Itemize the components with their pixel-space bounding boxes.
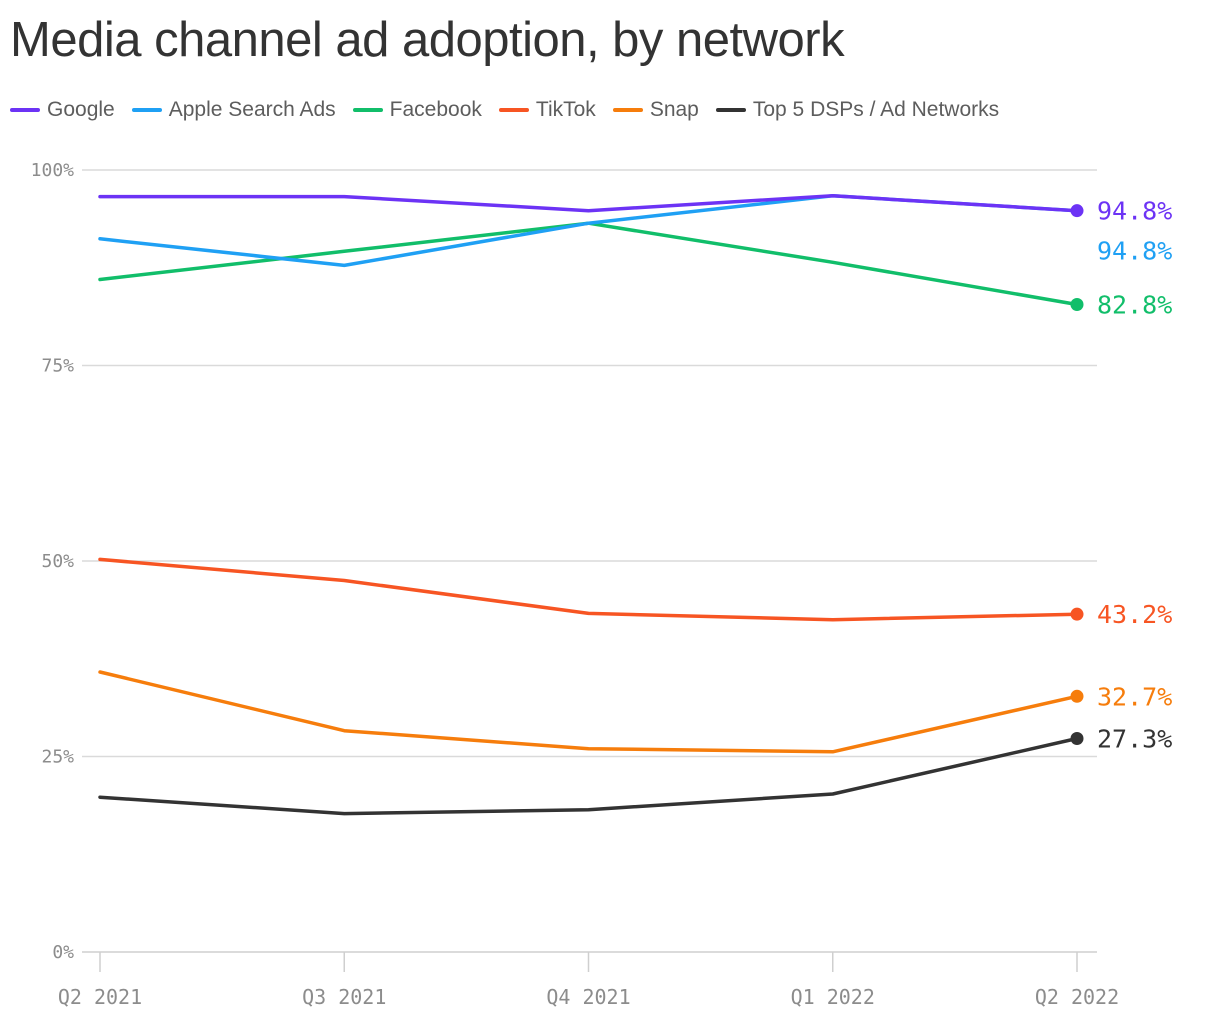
end-label-tiktok: 43.2% xyxy=(1097,600,1172,629)
end-marker-facebook xyxy=(1070,298,1084,312)
end-label-apple-search-ads: 94.8% xyxy=(1097,237,1172,266)
series-line-tiktok xyxy=(98,557,1079,622)
end-marker-google xyxy=(1070,204,1084,218)
legend-item-snap: Snap xyxy=(612,98,699,122)
series-lines xyxy=(98,194,1079,816)
series-line-snap xyxy=(98,670,1079,754)
series-line-facebook xyxy=(98,221,1079,307)
legend-item-tiktok: TikTok xyxy=(498,98,596,122)
x-tick-label-q2-2022: Q2 2022 xyxy=(1035,985,1119,1009)
series-line-google xyxy=(98,194,1079,213)
legend-swatch-top-5-dsps xyxy=(715,108,746,112)
end-label-snap: 32.7% xyxy=(1097,682,1172,711)
y-tick-label-0: 0% xyxy=(52,942,74,963)
legend-item-top-5-dsps: Top 5 DSPs / Ad Networks xyxy=(715,98,1000,122)
end-label-facebook: 82.8% xyxy=(1097,291,1172,320)
legend-swatch-apple-search-ads xyxy=(131,108,162,112)
end-markers xyxy=(1070,204,1084,746)
end-marker-tiktok xyxy=(1070,607,1084,621)
series-line-top-5-dsps-ad-networks xyxy=(98,736,1079,816)
x-tick-label-q1-2022: Q1 2022 xyxy=(791,985,875,1009)
x-tick-label-q2-2021: Q2 2021 xyxy=(58,985,142,1009)
end-label-google: 94.8% xyxy=(1097,197,1172,226)
legend-label-tiktok: TikTok xyxy=(535,98,596,121)
y-tick-label-100: 100% xyxy=(31,160,75,181)
end-marker-top-5-dsps-ad-networks xyxy=(1070,732,1084,746)
y-tick-label-25: 25% xyxy=(41,747,74,768)
end-label-top-5-dsps-ad-networks: 27.3% xyxy=(1097,725,1172,754)
legend-item-facebook: Facebook xyxy=(352,98,482,122)
x-tick-label-q4-2021: Q4 2021 xyxy=(546,985,630,1009)
legend-swatch-google xyxy=(10,108,40,112)
legend-label-google: Google xyxy=(47,98,115,121)
legend-label-facebook: Facebook xyxy=(389,98,482,121)
legend-swatch-facebook xyxy=(352,108,383,112)
legend: Google Apple Search Ads Facebook TikTok … xyxy=(10,98,1016,122)
legend-label-apple-search-ads: Apple Search Ads xyxy=(168,98,336,121)
y-tick-label-75: 75% xyxy=(41,356,74,377)
legend-swatch-tiktok xyxy=(498,108,529,112)
legend-swatch-snap xyxy=(612,108,643,112)
end-labels: 94.8% 94.8% 82.8% 43.2% 32.7% 27.3% xyxy=(1097,197,1172,754)
chart-title: Media channel ad adoption, by network xyxy=(10,13,845,67)
legend-label-snap: Snap xyxy=(649,98,699,121)
legend-item-apple-search-ads: Apple Search Ads xyxy=(131,98,336,122)
x-tick-label-q3-2021: Q3 2021 xyxy=(302,985,386,1009)
legend-item-google: Google xyxy=(10,98,115,122)
legend-label-top-5-dsps: Top 5 DSPs / Ad Networks xyxy=(752,98,1000,121)
y-tick-label-50: 50% xyxy=(41,551,74,572)
x-axis: Q2 2021 Q3 2021 Q4 2021 Q1 2022 Q2 2022 xyxy=(58,951,1119,1009)
series-line-apple-search-ads xyxy=(98,194,1079,268)
gridlines: 0% 25% 50% 75% 100% xyxy=(31,160,1097,963)
end-marker-snap xyxy=(1070,689,1084,703)
